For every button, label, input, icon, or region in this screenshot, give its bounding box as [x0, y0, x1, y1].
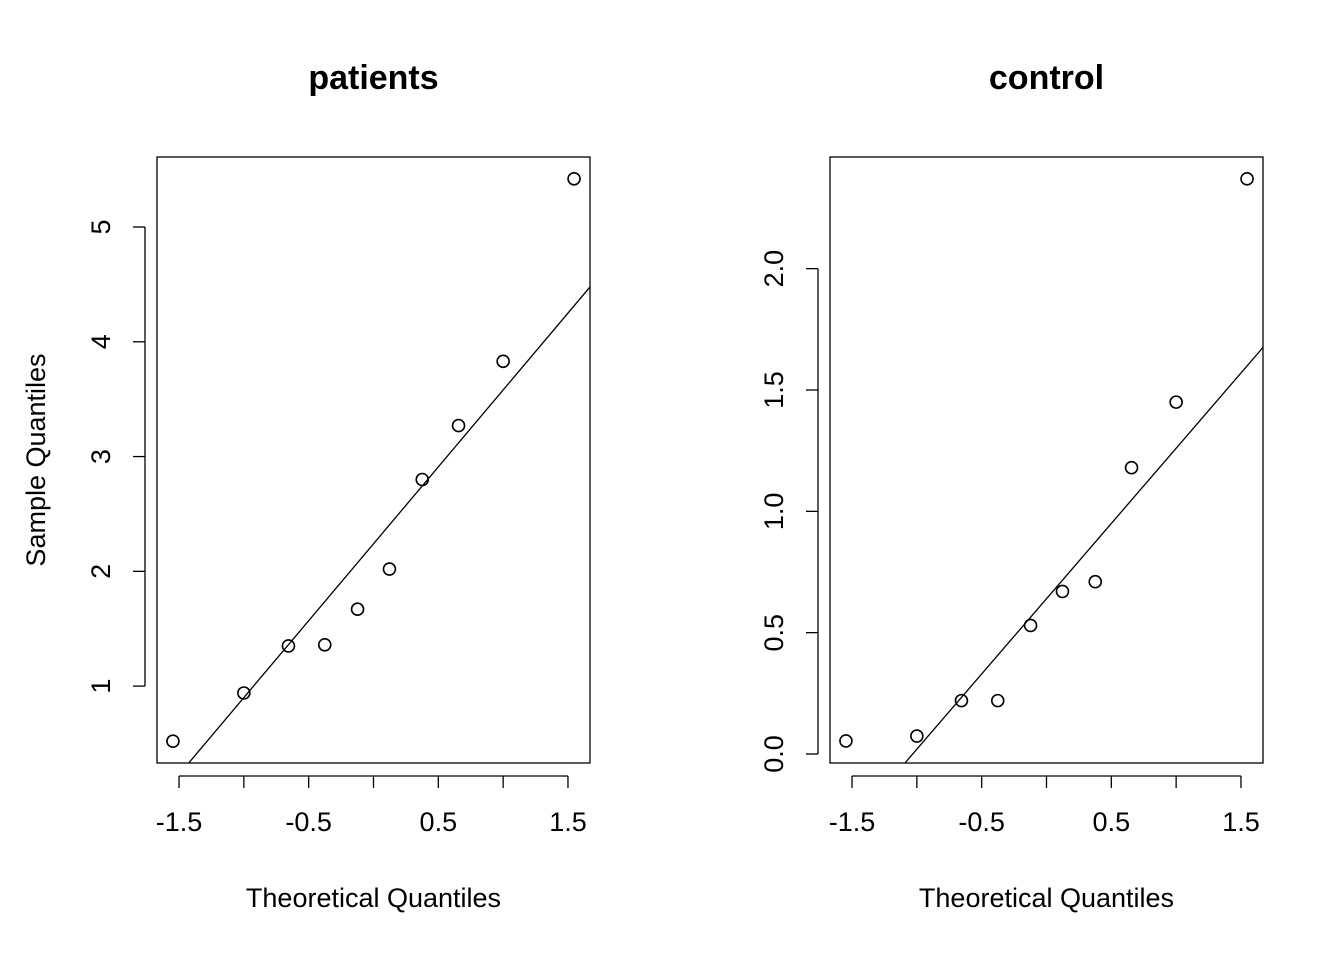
point — [1124, 460, 1139, 475]
point — [281, 639, 296, 653]
x-tick-label: -0.5 — [958, 807, 1005, 837]
point — [839, 734, 853, 748]
qq-line — [187, 286, 590, 763]
y-tick-label: 3 — [86, 449, 116, 464]
plot-frame — [156, 156, 591, 764]
plot-frame — [829, 156, 1264, 764]
point — [350, 602, 365, 617]
point — [1240, 172, 1254, 186]
point — [382, 562, 397, 576]
x-tick-label: -0.5 — [285, 807, 332, 837]
point — [990, 693, 1005, 708]
point — [954, 693, 969, 708]
x-tick-label: 1.5 — [1222, 807, 1260, 837]
y-tick-label: 1.5 — [759, 371, 789, 409]
x-axis-label: Theoretical Quantiles — [246, 883, 501, 913]
y-tick-label: 2.0 — [759, 250, 789, 288]
x-tick-label: -1.5 — [829, 807, 876, 837]
y-tick-label: 5 — [86, 219, 116, 234]
point — [317, 637, 332, 652]
point — [567, 172, 581, 186]
point — [1169, 395, 1183, 409]
x-tick-label: 0.5 — [420, 807, 458, 837]
y-axis-label: Sample Quantiles — [21, 353, 51, 566]
panel: patients Theoretical Quantiles Sample Quan… — [21, 59, 591, 913]
point — [1088, 574, 1103, 589]
x-tick-label: 0.5 — [1093, 807, 1131, 837]
chart-title: patients — [308, 59, 438, 97]
x-tick-label: 1.5 — [549, 807, 587, 837]
qq-line — [904, 346, 1263, 763]
x-axis-label: Theoretical Quantiles — [919, 883, 1174, 913]
point — [496, 354, 510, 369]
y-tick-label: 0.5 — [759, 614, 789, 652]
point — [1055, 584, 1070, 599]
panel: control Theoretical Quantiles -1.5 -0.5 0.5 1… — [759, 59, 1264, 913]
y-tick-label: 1.0 — [759, 493, 789, 531]
y-tick-label: 0.0 — [759, 735, 789, 773]
point — [1023, 618, 1038, 633]
chart-title: control — [989, 59, 1104, 97]
point — [451, 418, 466, 433]
y-tick-label: 2 — [86, 564, 116, 579]
point — [415, 472, 430, 487]
point — [237, 686, 251, 700]
x-tick-label: -1.5 — [156, 807, 203, 837]
y-tick-label: 1 — [86, 679, 116, 694]
point — [910, 729, 924, 743]
y-tick-label: 4 — [86, 334, 116, 349]
point — [166, 734, 180, 748]
